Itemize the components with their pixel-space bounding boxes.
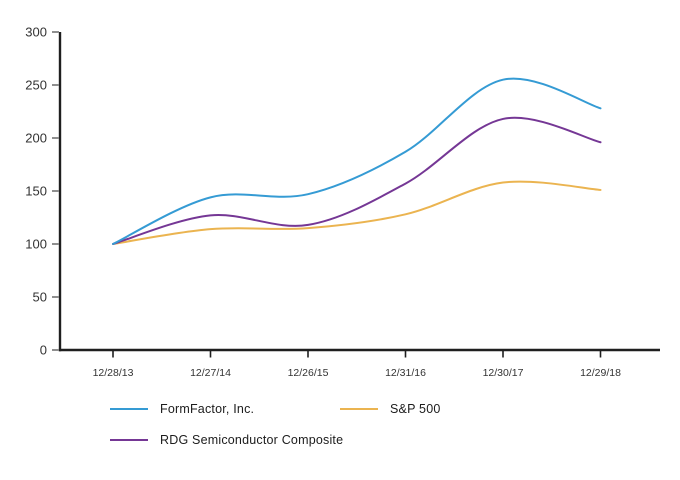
x-tick-label: 12/29/18: [580, 367, 621, 379]
legend-item-rdg: RDG Semiconductor Composite: [110, 433, 343, 447]
y-tick-label: 200: [25, 131, 47, 146]
legend-item-formfactor: FormFactor, Inc.: [110, 402, 254, 416]
legend-item-sp500: S&P 500: [340, 402, 441, 416]
series-line-s-p-500: [112, 180, 602, 245]
legend-line-rdg: [110, 438, 148, 442]
y-tick-label: 50: [33, 290, 47, 305]
series-line-formfactor-inc: [112, 77, 602, 245]
legend-line-formfactor: [110, 407, 148, 411]
x-tick-label: 12/28/13: [93, 367, 134, 379]
x-tick-label: 12/30/17: [483, 367, 524, 379]
y-tick-label: 0: [40, 343, 47, 358]
legend-line-sp500: [340, 407, 378, 411]
legend-label-sp500: S&P 500: [390, 402, 441, 416]
legend-label-formfactor: FormFactor, Inc.: [160, 402, 255, 416]
legend-label-rdg: RDG Semiconductor Composite: [160, 433, 344, 447]
x-tick-label: 12/31/16: [385, 367, 426, 379]
y-tick-label: 150: [25, 184, 47, 199]
x-tick-label: 12/26/15: [288, 367, 329, 379]
y-tick-label: 300: [25, 25, 47, 40]
series-line-rdg-semiconductor-composite: [112, 116, 602, 245]
y-tick-label: 250: [25, 78, 47, 93]
y-tick-label: 100: [25, 237, 47, 252]
x-tick-label: 12/27/14: [190, 367, 231, 379]
